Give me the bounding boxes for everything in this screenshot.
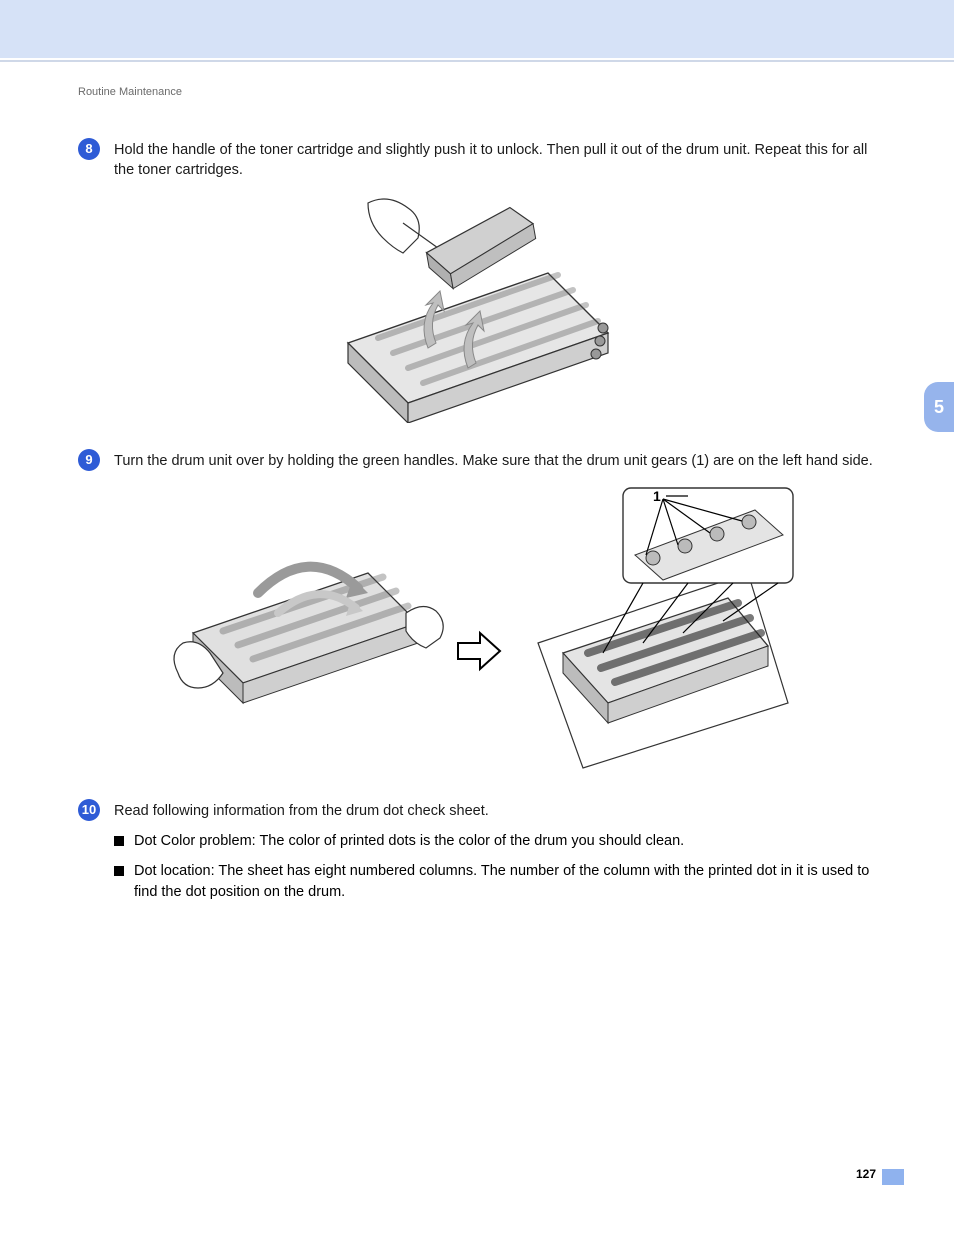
- page-content: Routine Maintenance 8 Hold the handle of…: [78, 86, 878, 902]
- page-marker: [882, 1169, 904, 1185]
- section-title: Routine Maintenance: [78, 86, 878, 98]
- header-banner: [0, 0, 954, 58]
- callout-1-label: 1: [653, 488, 661, 504]
- step-8: 8 Hold the handle of the toner cartridge…: [78, 140, 878, 181]
- step-9: 9 Turn the drum unit over by holding the…: [78, 451, 878, 471]
- page-number: 127: [856, 1167, 876, 1181]
- step-badge-9: 9: [78, 449, 100, 471]
- step-10: 10 Read following information from the d…: [78, 801, 878, 821]
- step-9-text: Turn the drum unit over by holding the g…: [114, 451, 873, 471]
- step-10-bullet-1: Dot Color problem: The color of printed …: [114, 831, 878, 851]
- step-8-text: Hold the handle of the toner cartridge a…: [114, 140, 878, 181]
- step-10-bullet-2: Dot location: The sheet has eight number…: [114, 861, 878, 902]
- bullet-square-icon: [114, 866, 124, 876]
- step-10-text: Read following information from the drum…: [114, 801, 489, 821]
- step-badge-8: 8: [78, 138, 100, 160]
- bullet-2-text: Dot location: The sheet has eight number…: [134, 861, 878, 902]
- figure-drum-turnover: 1: [158, 483, 798, 773]
- header-rule: [0, 60, 954, 62]
- step-badge-10: 10: [78, 799, 100, 821]
- bullet-square-icon: [114, 836, 124, 846]
- chapter-tab: 5: [924, 382, 954, 432]
- bullet-1-text: Dot Color problem: The color of printed …: [134, 831, 684, 851]
- figure-toner-removal: [308, 193, 648, 423]
